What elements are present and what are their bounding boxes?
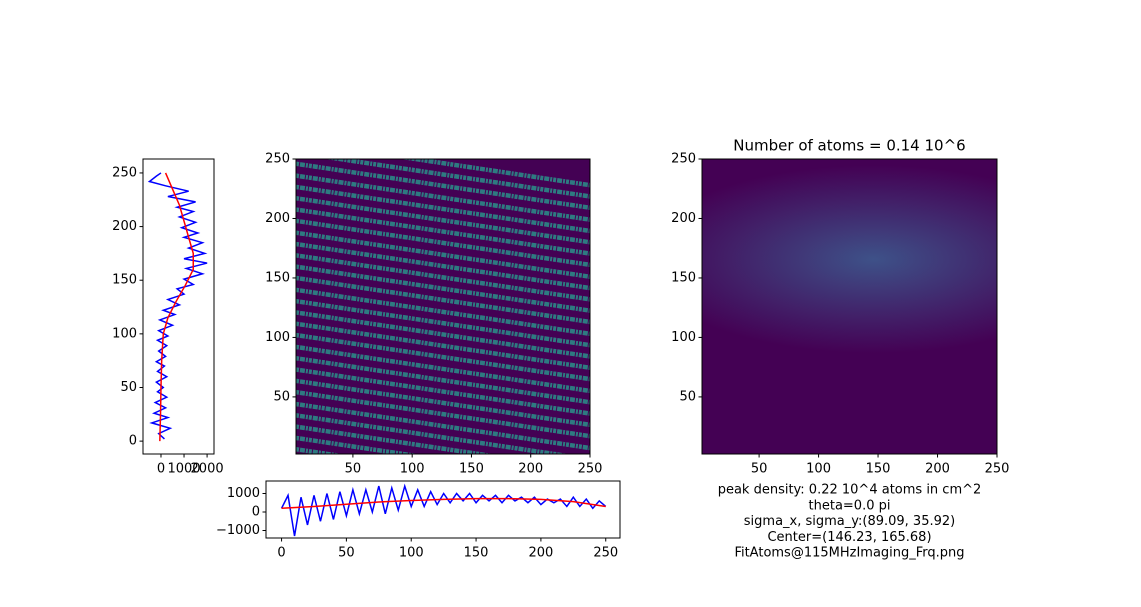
x-tick-label: 150 [464, 546, 489, 561]
y-tick-label: 200 [112, 219, 137, 234]
data-line [281, 497, 606, 510]
x-tick-label: 1000 [167, 462, 200, 477]
fringe [296, 356, 590, 405]
y-tick-label: −1000 [216, 523, 260, 538]
fringe [296, 196, 590, 245]
x-tick-label: 250 [578, 462, 603, 477]
y-tick-label: 100 [112, 326, 137, 341]
fringe [296, 378, 590, 428]
fringe [296, 332, 590, 382]
plot-area [280, 483, 607, 537]
x-tick-label: 200 [528, 546, 553, 561]
fringe [296, 287, 590, 337]
y-tick-label: 250 [671, 152, 696, 167]
x-tick-label: 50 [345, 462, 362, 477]
x-tick-label: 150 [866, 462, 891, 477]
y-tick-label: 50 [273, 389, 290, 404]
chart-title: Number of atoms = 0.14 10^6 [733, 137, 965, 155]
y-tick-label: 1000 [227, 486, 260, 501]
x-tick-label: 0 [277, 546, 285, 561]
plot-area [702, 159, 997, 454]
x-tick-label: 250 [593, 546, 618, 561]
fringe [399, 159, 590, 188]
x-tick-label: 200 [925, 462, 950, 477]
annotation: Center=(146.23, 165.68) [767, 530, 931, 545]
fringe [296, 298, 590, 348]
y-tick-label: 100 [265, 330, 290, 345]
fringe [296, 424, 494, 454]
plot-area [147, 172, 208, 442]
fringe [296, 389, 590, 439]
axes-frame [295, 158, 591, 455]
annotation: peak density: 0.22 10^4 atoms in cm^2 [718, 483, 982, 498]
data-line [147, 172, 208, 440]
y-tick-label: 50 [679, 389, 696, 404]
gaussian-fit [702, 165, 997, 354]
y-tick-label: 150 [112, 273, 137, 288]
axes-frame [701, 158, 998, 455]
y-tick-label: 200 [671, 211, 696, 226]
fringe [296, 401, 590, 451]
fringe [296, 161, 590, 210]
fringe [296, 367, 590, 416]
y-tick-label: 50 [120, 380, 137, 395]
annotation: FitAtoms@115MHzImaging_Frq.png [734, 546, 964, 561]
fringe [296, 321, 590, 370]
x-tick-label: 2000 [191, 462, 224, 477]
y-tick-label: 100 [671, 330, 696, 345]
axes-frame [142, 158, 215, 455]
fringe [296, 447, 343, 454]
x-tick-label: 50 [751, 462, 768, 477]
x-tick-label: 100 [806, 462, 831, 477]
fringe [324, 159, 590, 199]
fringe [296, 264, 590, 313]
fringe [296, 173, 590, 222]
annotation: theta=0.0 pi [809, 498, 891, 513]
fringe [296, 218, 590, 268]
x-tick-label: 250 [985, 462, 1010, 477]
fringe [296, 241, 590, 291]
fringe [296, 413, 570, 454]
x-tick-label: 100 [399, 546, 424, 561]
y-tick-label: 250 [112, 165, 137, 180]
fringe [296, 275, 590, 325]
x-tick-label: 150 [459, 462, 484, 477]
y-tick-label: 250 [265, 152, 290, 167]
x-tick-label: 50 [338, 546, 355, 561]
x-tick-label: 0 [157, 462, 165, 477]
fringe [296, 184, 590, 234]
fringe [296, 344, 590, 394]
data-line [280, 483, 607, 537]
fringe [296, 461, 590, 505]
y-tick-label: 150 [265, 270, 290, 285]
plot-area [296, 159, 590, 505]
y-tick-label: 0 [129, 434, 137, 449]
annotation: sigma_x, sigma_y:(89.09, 35.92) [744, 514, 955, 529]
x-tick-label: 100 [400, 462, 425, 477]
fringe [296, 207, 590, 256]
axes-frame [265, 480, 621, 539]
fringe [296, 230, 590, 279]
y-tick-label: 0 [252, 505, 260, 520]
x-tick-label: 200 [518, 462, 543, 477]
y-tick-label: 200 [265, 211, 290, 226]
fringe [296, 310, 590, 359]
data-line [159, 172, 195, 442]
y-tick-label: 150 [671, 270, 696, 285]
fringe [296, 435, 419, 454]
fringe [296, 253, 590, 302]
